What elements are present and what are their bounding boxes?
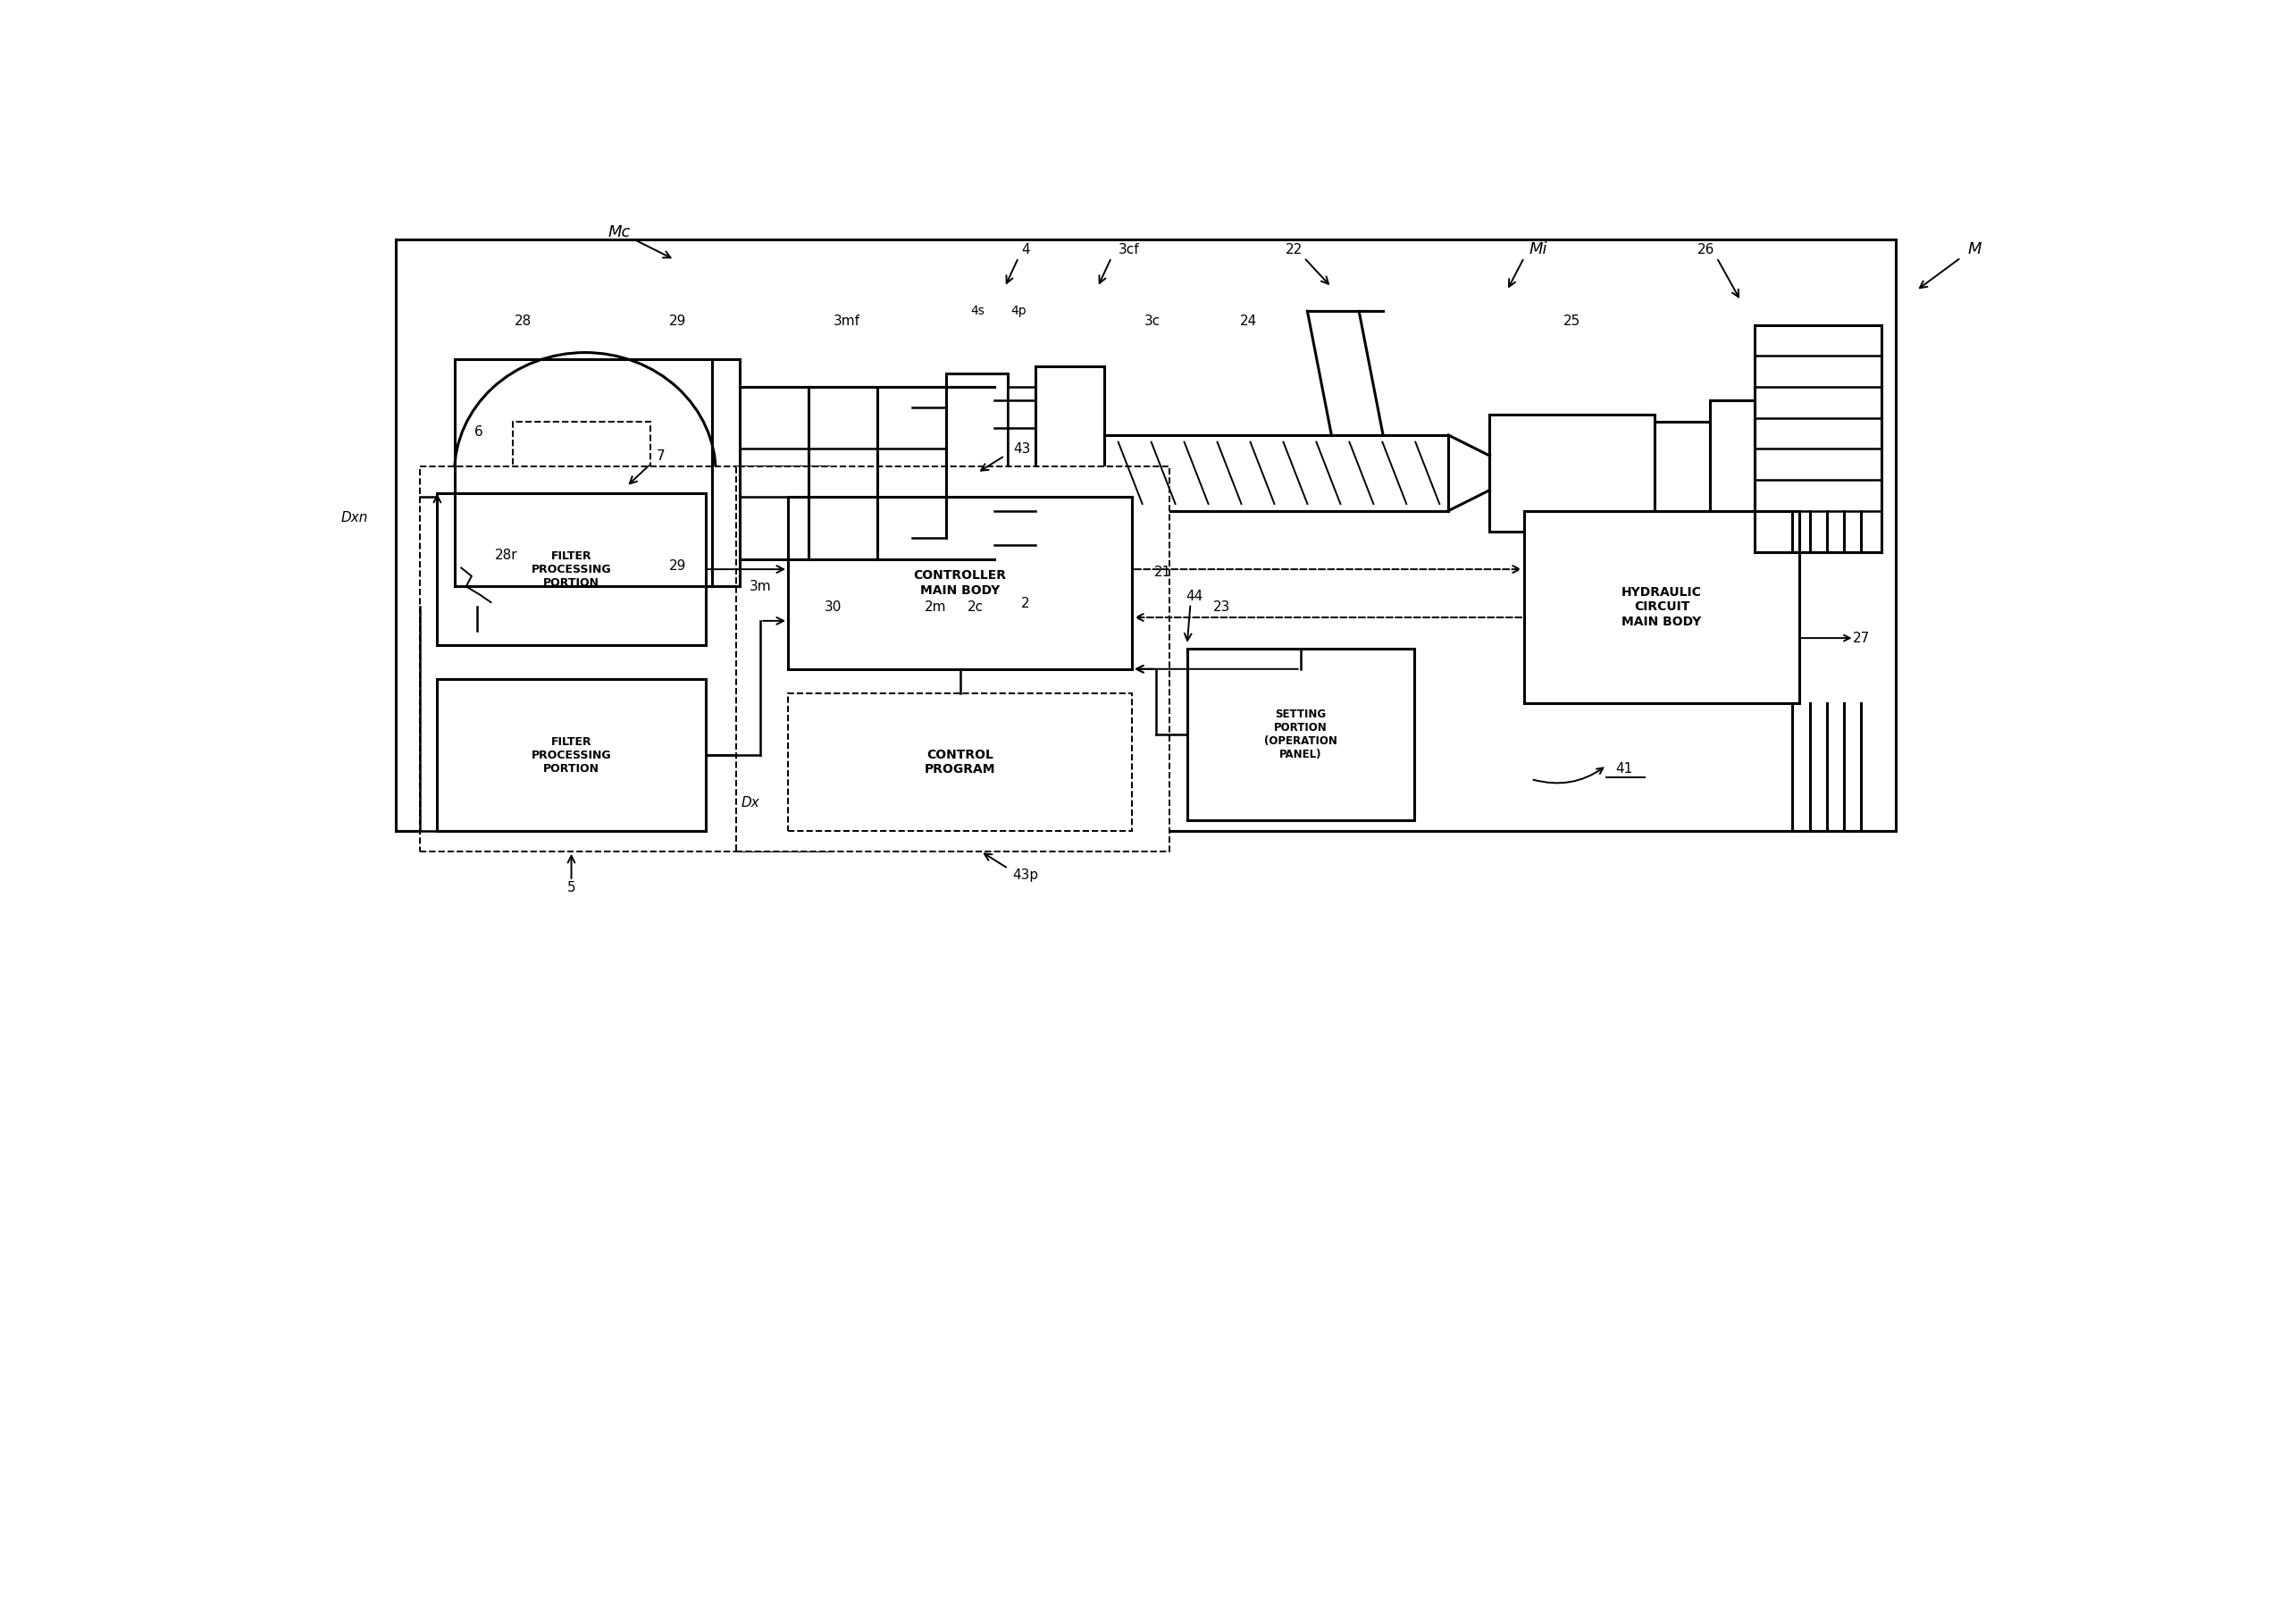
Text: 23: 23 xyxy=(1212,601,1231,614)
Text: 44: 44 xyxy=(1185,590,1203,604)
Bar xyxy=(1490,415,1655,532)
Bar xyxy=(1655,421,1711,524)
Ellipse shape xyxy=(455,352,716,593)
Text: 2m: 2m xyxy=(925,601,946,614)
Text: 3c: 3c xyxy=(1143,316,1162,328)
Text: Mc: Mc xyxy=(608,224,631,240)
Bar xyxy=(420,466,829,851)
Text: 30: 30 xyxy=(824,601,840,614)
Text: 27: 27 xyxy=(1853,631,1869,644)
Bar xyxy=(1187,649,1414,820)
Bar xyxy=(1104,436,1449,511)
Bar xyxy=(436,679,705,831)
Text: 4s: 4s xyxy=(971,304,985,317)
Text: 22: 22 xyxy=(1286,242,1302,256)
Text: 3mf: 3mf xyxy=(833,316,861,328)
Bar xyxy=(946,373,1008,566)
Bar xyxy=(450,562,503,607)
Bar xyxy=(1008,388,1035,559)
Text: M: M xyxy=(1968,242,1981,258)
Bar xyxy=(1525,511,1800,703)
Text: 5: 5 xyxy=(567,881,576,894)
Bar xyxy=(1035,367,1104,580)
Text: 7: 7 xyxy=(657,449,666,463)
Text: 3m: 3m xyxy=(748,580,771,593)
Text: 28: 28 xyxy=(514,316,533,328)
Bar xyxy=(788,694,1132,831)
Bar xyxy=(737,466,1171,851)
Text: 24: 24 xyxy=(1240,316,1258,328)
Bar xyxy=(436,493,705,646)
Bar xyxy=(1711,400,1754,545)
Bar xyxy=(395,239,1896,831)
Text: 29: 29 xyxy=(670,316,687,328)
Text: 3cf: 3cf xyxy=(1118,242,1139,256)
Text: 21: 21 xyxy=(1155,566,1171,580)
Text: 43: 43 xyxy=(1013,442,1031,455)
Text: 2: 2 xyxy=(1022,598,1029,610)
Text: Mi: Mi xyxy=(1529,242,1548,258)
Text: FILTER
PROCESSING
PORTION: FILTER PROCESSING PORTION xyxy=(530,735,611,774)
Text: 2c: 2c xyxy=(967,601,983,614)
Text: 4p: 4p xyxy=(1010,304,1026,317)
Text: SETTING
PORTION
(OPERATION
PANEL): SETTING PORTION (OPERATION PANEL) xyxy=(1265,708,1336,761)
Text: 28r: 28r xyxy=(494,549,517,562)
Text: 25: 25 xyxy=(1564,316,1582,328)
Text: 4: 4 xyxy=(1022,242,1029,256)
Text: 41: 41 xyxy=(1616,763,1632,775)
Text: Dxn: Dxn xyxy=(340,511,367,524)
Text: 26: 26 xyxy=(1697,242,1715,256)
Text: 6: 6 xyxy=(473,425,482,439)
Bar xyxy=(788,497,1132,670)
Bar xyxy=(512,421,650,524)
Text: HYDRAULIC
CIRCUIT
MAIN BODY: HYDRAULIC CIRCUIT MAIN BODY xyxy=(1621,586,1701,628)
Text: CONTROLLER
MAIN BODY: CONTROLLER MAIN BODY xyxy=(914,570,1006,596)
Text: CONTROL
PROGRAM: CONTROL PROGRAM xyxy=(925,748,996,775)
Text: 43p: 43p xyxy=(1013,868,1038,883)
Text: FILTER
PROCESSING
PORTION: FILTER PROCESSING PORTION xyxy=(530,549,611,588)
Text: Dx: Dx xyxy=(742,796,760,811)
Text: 29: 29 xyxy=(670,559,687,572)
